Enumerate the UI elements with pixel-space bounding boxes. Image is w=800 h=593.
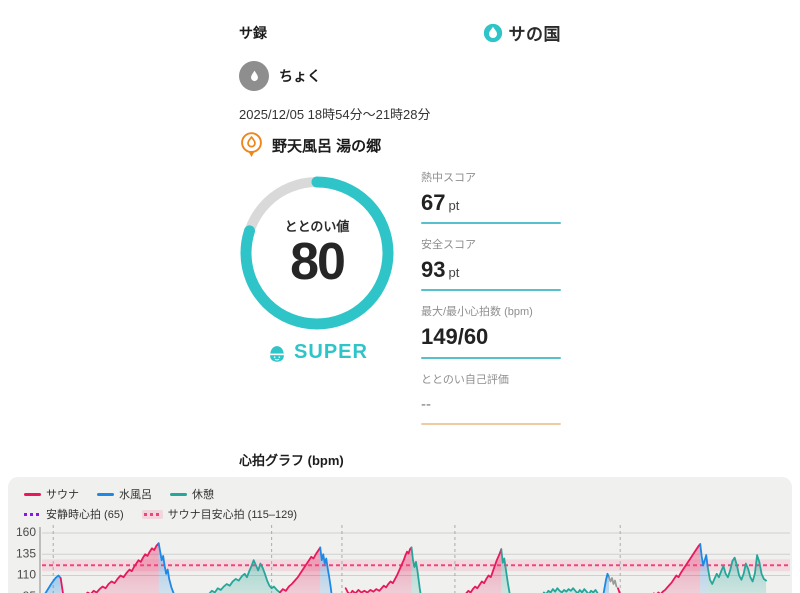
stat-label: 最大/最小心拍数 (bpm): [421, 306, 533, 319]
legend-line-swatch: [24, 492, 41, 496]
svg-text:110: 110: [17, 568, 36, 582]
legend-line-swatch: [170, 492, 187, 496]
brand-name: サの国: [508, 25, 561, 44]
stat-underline: [421, 222, 561, 225]
chart-legend: サウナ 水風呂 休憩安静時心拍 (65) サウナ目安心拍 (115–129): [24, 486, 297, 526]
avatar: [239, 61, 269, 91]
brand-logo[interactable]: サの国: [483, 20, 562, 45]
stat-label: 安全スコア: [421, 239, 476, 252]
score-section: ととのい値 80 SUPER 熱中スコア 67 pt 安全スコア 93 pt 最大/最: [239, 172, 561, 437]
page-title: サ録: [239, 24, 267, 41]
venue-name: 野天風呂 湯の郷: [272, 137, 382, 155]
totonoi-gauge: ととのい値 80: [239, 175, 395, 331]
legend-item: 水風呂: [97, 486, 152, 502]
legend-line-swatch: [97, 492, 114, 496]
legend-item: 休憩: [170, 486, 214, 502]
legend-label: 安静時心拍 (65): [46, 509, 124, 522]
svg-text:85: 85: [23, 589, 37, 593]
stat-label: ととのい自己評価: [421, 373, 509, 386]
rating-row: SUPER: [239, 341, 395, 364]
stat-value: --: [421, 395, 431, 413]
stat-value: 93 pt: [421, 257, 460, 283]
stat-underline: [421, 289, 561, 292]
svg-text:160: 160: [16, 525, 36, 539]
legend-band-swatch: [141, 509, 163, 519]
stat-label: 熱中スコア: [421, 172, 476, 184]
gauge-value: 80: [290, 233, 346, 292]
stat-block: ととのい自己評価 --: [421, 371, 561, 426]
onsen-pin-icon: [239, 131, 264, 159]
stat-block: 熱中スコア 67 pt: [421, 169, 561, 225]
venue-row: 野天風呂 湯の郷: [239, 131, 561, 159]
chart-title: 心拍グラフ (bpm): [239, 453, 344, 469]
gauge-ring: [240, 176, 394, 330]
stat-block: 最大/最小心拍数 (bpm) 149/60: [421, 303, 561, 359]
legend-item: 安静時心拍 (65): [24, 506, 124, 522]
svg-text:135: 135: [16, 546, 36, 560]
stat-underline: [421, 356, 561, 359]
heart-rate-chart: 16013511085601セット2セット3セット4セット5セット: [16, 525, 790, 593]
stat-unit: pt: [448, 198, 460, 213]
stat-block: 安全スコア 93 pt: [421, 236, 561, 292]
legend-item: サウナ目安心拍 (115–129): [141, 506, 298, 522]
gauge-column: ととのい値 80 SUPER: [239, 175, 395, 437]
user-row: ちょく: [239, 61, 561, 91]
legend-item: サウナ: [24, 486, 79, 502]
rating-label: SUPER: [294, 341, 368, 363]
legend-dotted-swatch: [143, 512, 161, 516]
avatar-drop-icon: [250, 70, 258, 81]
stat-value: 149/60: [421, 324, 489, 350]
user-name: ちょく: [279, 68, 321, 84]
heart-rate-chart-panel: 16013511085601セット2セット3セット4セット5セット サウナ水風呂…: [8, 477, 792, 593]
water-drop-icon: [483, 23, 503, 43]
stats-list: 熱中スコア 67 pt 安全スコア 93 pt 最大/最小心拍数 (bpm) 149/60 とと…: [421, 169, 561, 437]
stat-value: 67 pt: [421, 190, 460, 215]
session-datetime: 2025/12/05 18時54分〜21時28分: [239, 107, 431, 122]
report-content: サ録 サの国 ちょく 2025/12/05 18時54分〜21時28分: [239, 0, 561, 437]
stat-unit: pt: [448, 265, 460, 281]
legend-label: 水風呂: [119, 489, 152, 502]
stat-underline: [421, 423, 561, 426]
sauna-hat-icon: [266, 342, 288, 364]
legend-label: サウナ: [46, 489, 79, 502]
legend-dotted-swatch: [24, 512, 41, 516]
legend-label: 休憩: [192, 489, 214, 502]
legend-label: サウナ目安心拍 (115–129): [167, 509, 298, 522]
header: サ録 サの国: [239, 20, 561, 45]
gauge-label: ととのい値: [284, 219, 350, 235]
